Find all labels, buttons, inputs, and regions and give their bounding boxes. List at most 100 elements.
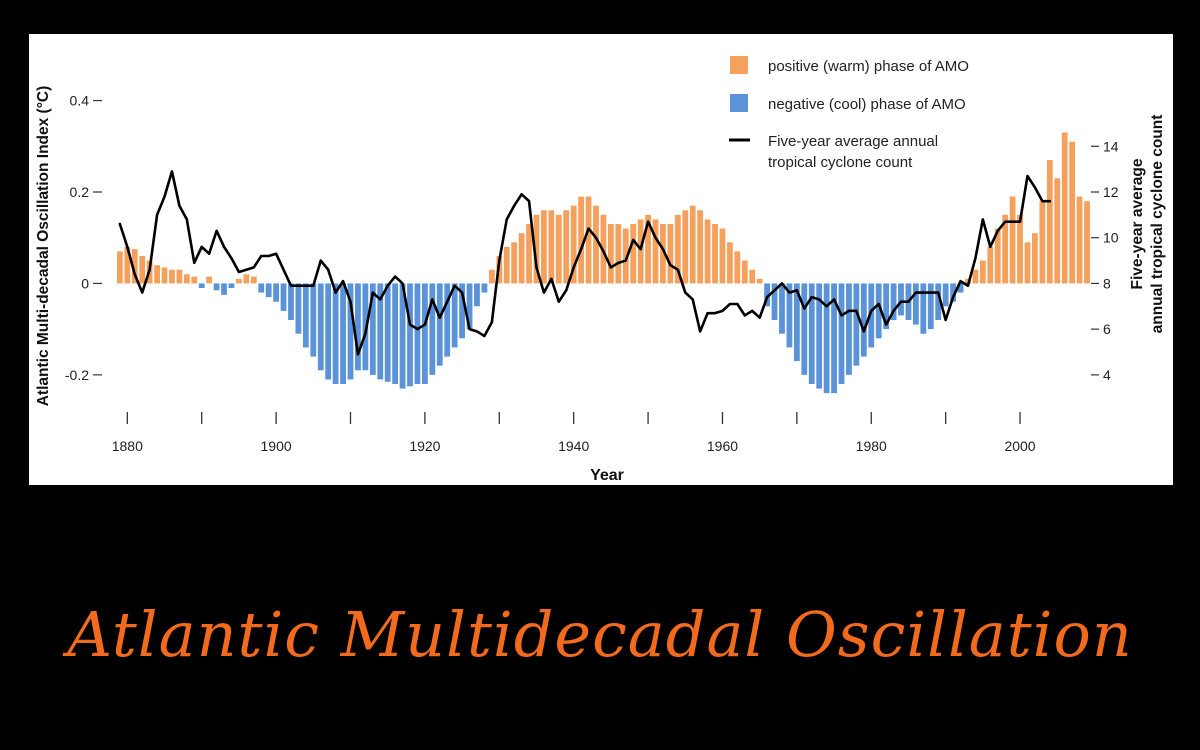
amo-bar-1910	[347, 283, 354, 380]
amo-bar-1994	[972, 269, 979, 284]
amo-bar-1892	[213, 283, 220, 291]
amo-bar-1901	[280, 283, 287, 311]
cyclone-count-line	[118, 170, 1052, 356]
amo-bar-2001	[1024, 242, 1031, 284]
slide-title: Atlantic Multidecadal Oscillation	[67, 598, 1133, 671]
amo-bar-1956	[689, 205, 696, 284]
amo-bar-1976	[838, 283, 845, 384]
amo-bar-1960	[719, 228, 726, 284]
amo-bar-1908	[332, 283, 339, 384]
cyclone-line-layer	[118, 170, 1052, 356]
legend-swatch-positive	[730, 56, 748, 74]
amo-bar-1966	[764, 283, 770, 307]
amo-bar-1973	[816, 283, 823, 389]
x-axis-title: Year	[590, 467, 624, 484]
amo-bar-1885	[161, 267, 168, 284]
amo-bar-1940	[570, 205, 577, 284]
amo-bar-1958	[704, 219, 711, 284]
amo-bar-1967	[771, 283, 778, 320]
y-tick-label--0.2: -0.2	[65, 367, 89, 383]
amo-bar-1989	[935, 283, 942, 320]
amo-bar-2000	[1017, 214, 1023, 284]
amo-bar-1948	[630, 224, 637, 284]
amo-bar-1904	[302, 283, 309, 348]
amo-bar-1952	[660, 224, 666, 284]
legend-swatch-negative	[730, 94, 748, 112]
amo-bar-1921	[429, 283, 436, 375]
amo-bar-1915	[384, 283, 391, 382]
amo-bar-1890	[198, 283, 205, 288]
amo-bar-1978	[853, 283, 860, 366]
legend-label-cyclone-line1: Five-year average annual	[768, 133, 938, 150]
y2-tick-label-14: 14	[1103, 138, 1119, 154]
amo-bar-1895	[236, 278, 242, 284]
amo-bar-1897	[250, 276, 257, 284]
x-tick-label-1960: 1960	[707, 438, 738, 454]
amo-bar-1899	[265, 283, 272, 298]
amo-bar-1931	[503, 246, 510, 284]
amo-bar-1886	[169, 269, 175, 284]
amo-bar-1900	[273, 283, 279, 302]
amo-bar-1918	[407, 283, 413, 387]
amo-bar-2006	[1061, 132, 1068, 284]
amo-bar-1879	[116, 251, 123, 284]
y2-axis-title-line2: annual tropical cyclone count	[1149, 115, 1166, 334]
y2-tick-label-8: 8	[1103, 275, 1111, 291]
amo-bar-1888	[183, 274, 190, 284]
amo-bar-2002	[1032, 233, 1038, 284]
amo-bar-1898	[258, 283, 265, 293]
amo-bar-1991	[950, 283, 956, 302]
amo-bar-1970	[793, 283, 800, 362]
amo-bar-1949	[637, 219, 644, 284]
amo-bar-1893	[221, 283, 227, 295]
amo-bars	[116, 132, 1090, 394]
amo-bar-1887	[176, 269, 183, 284]
amo-bar-1961	[727, 242, 733, 284]
y2-tick-label-6: 6	[1103, 321, 1111, 337]
amo-bar-1917	[399, 283, 406, 389]
amo-bar-1962	[734, 251, 741, 284]
amo-bar-1974	[823, 283, 830, 394]
amo-bar-1911	[355, 283, 361, 371]
amo-bar-1914	[377, 283, 384, 380]
x-tick-label-1920: 1920	[409, 438, 440, 454]
amo-bar-1936	[541, 210, 547, 284]
amo-bar-1945	[607, 224, 614, 284]
amo-bar-1881	[131, 249, 138, 284]
amo-bar-1950	[645, 214, 651, 284]
amo-bar-1999	[1009, 196, 1016, 284]
amo-bar-1947	[622, 228, 629, 284]
amo-bar-2005	[1054, 178, 1061, 284]
amo-bar-1894	[228, 283, 235, 288]
amo-bar-1923	[444, 283, 451, 357]
amo-bar-1996	[987, 246, 994, 284]
amo-bar-1957	[697, 210, 704, 284]
amo-bar-1979	[860, 283, 867, 357]
amo-bar-1997	[994, 228, 1001, 284]
amo-bar-1889	[191, 276, 198, 284]
legend-label-negative: negative (cool) phase of AMO	[768, 96, 966, 113]
amo-bar-1981	[875, 283, 882, 339]
amo-bar-1891	[206, 276, 213, 284]
amo-bar-1925	[459, 283, 465, 339]
x-tick-label-1900: 1900	[261, 438, 292, 454]
amo-bar-1959	[712, 224, 718, 284]
amo-bar-1965	[756, 278, 763, 284]
amo-bar-1884	[154, 265, 160, 284]
amo-bar-1998	[1002, 214, 1009, 284]
amo-bar-1896	[243, 274, 250, 284]
amo-bar-1971	[801, 283, 808, 375]
amo-bar-1907	[325, 283, 332, 380]
amo-bar-1988	[927, 283, 934, 330]
amo-bar-1992	[957, 283, 964, 293]
legend-label-positive: positive (warm) phase of AMO	[768, 58, 969, 75]
amo-bar-1929	[488, 269, 495, 284]
amo-bar-2008	[1076, 196, 1083, 284]
amo-bar-1983	[890, 283, 897, 320]
y2-tick-label-4: 4	[1103, 367, 1111, 383]
amo-bar-1942	[585, 196, 592, 284]
amo-bar-1919	[414, 283, 421, 384]
amo-bar-1954	[674, 214, 681, 284]
amo-bar-1934	[526, 224, 532, 284]
amo-bar-1990	[942, 283, 949, 307]
